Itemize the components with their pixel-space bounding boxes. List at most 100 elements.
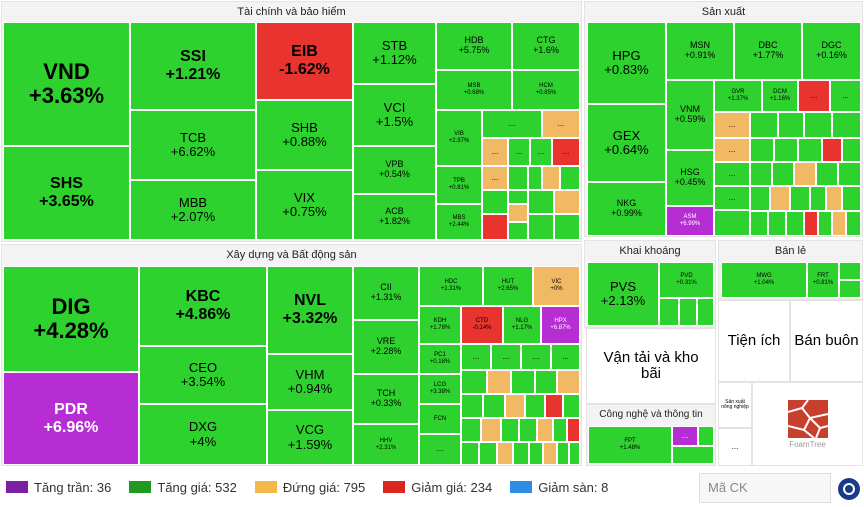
tile-small[interactable] [786,211,804,236]
tile-small[interactable] [750,186,770,211]
search-icon[interactable] [838,478,860,500]
tile-small[interactable] [483,394,505,418]
tile-more[interactable]: ... [482,166,508,190]
tile-vpb[interactable]: VPB +0.54% [353,146,436,194]
tile-small[interactable] [804,112,832,138]
tile-mwg[interactable]: MWG +1.04% [721,262,807,298]
tile-small[interactable] [529,442,543,465]
tile-small[interactable] [839,262,861,280]
tile-hcm[interactable]: HCM +0.85% [512,70,580,110]
tile-ctd[interactable]: CTD -0.14% [461,306,503,344]
stock-code-input[interactable]: Mã CK [699,473,831,503]
tile-pc1[interactable]: PC1 +0.18% [419,344,461,374]
tile-lcg[interactable]: LCG +3.38% [419,374,461,404]
tile-small[interactable] [508,222,528,240]
tile-small[interactable] [714,210,750,236]
tile-small[interactable] [542,166,560,190]
tile-hhv[interactable]: HHV +2.31% [353,424,419,465]
sector-transport[interactable]: Vận tải và kho bãi [586,328,716,404]
tile-more[interactable]: ... [508,138,530,166]
tile-small[interactable] [508,190,528,204]
tile-pvs[interactable]: PVS +2.13% [587,262,659,326]
tile-tpb[interactable]: TPB +0.81% [436,166,482,204]
tile-dig[interactable]: DIG +4.28% [3,266,139,372]
tile-small[interactable] [563,394,580,418]
tile-small[interactable] [557,442,569,465]
tile-hdc[interactable]: HDC +1.31% [419,266,483,306]
tile-small[interactable] [487,370,511,394]
tile-small[interactable] [798,138,822,162]
tile-fcn[interactable]: FCN [419,404,461,434]
tile-more[interactable]: ... [552,138,580,166]
tile-vib[interactable]: VIB +2.97% [436,110,482,166]
tile-more[interactable]: ... [672,426,698,446]
tile-small[interactable] [838,162,861,186]
tile-small[interactable] [778,112,804,138]
tile-small[interactable] [535,370,557,394]
tile-gvr[interactable]: GVR +1.37% [714,80,762,112]
tile-small[interactable] [679,298,697,326]
tile-small[interactable] [505,394,525,418]
tile-agriculture[interactable]: Sản xuất nông nghiệp [718,382,752,428]
tile-small[interactable] [822,138,842,162]
tile-more[interactable]: ... [714,112,750,138]
tile-small[interactable] [569,442,580,465]
tile-small[interactable] [697,298,714,326]
tile-vcg[interactable]: VCG +1.59% [267,410,353,465]
tile-more[interactable]: ... [530,138,552,166]
tile-more[interactable]: ... [419,434,461,465]
tile-vre[interactable]: VRE +2.28% [353,320,419,374]
tile-small[interactable] [482,190,508,214]
tile-kdh[interactable]: KDH +1.78% [419,306,461,344]
tile-more[interactable]: ... [491,344,521,370]
tile-msn[interactable]: MSN +0.91% [666,22,734,80]
tile-shb[interactable]: SHB +0.88% [256,100,353,170]
tile-more[interactable]: ... [714,138,750,162]
tile-small[interactable] [560,166,580,190]
tile-small[interactable] [810,186,826,211]
tile-nlg[interactable]: NLG +1.17% [503,306,541,344]
tile-hdb[interactable]: HDB +5.75% [436,22,512,70]
tile-more[interactable]: ... [714,186,750,210]
tile-small[interactable] [816,162,838,186]
tile-small[interactable] [804,211,818,236]
tile-shs[interactable]: SHS +3.65% [3,146,130,240]
tile-small[interactable] [774,138,798,162]
tile-gex[interactable]: GEX +0.64% [587,104,666,182]
tile-vnd[interactable]: VND +3.63% [3,22,130,146]
tile-small[interactable] [557,370,580,394]
tile-vix[interactable]: VIX +0.75% [256,170,353,240]
tile-dcm[interactable]: DCM +1.16% [762,80,798,112]
tile-hpx[interactable]: HPX +6.87% [541,306,580,344]
tile-small[interactable] [826,186,842,211]
tile-fpt[interactable]: FPT +1.48% [588,426,672,464]
tile-vnm[interactable]: VNM +0.59% [666,80,714,150]
tile-small[interactable] [497,442,513,465]
tile-small[interactable] [839,280,861,298]
tile-small[interactable] [842,186,861,211]
sector-wholesale[interactable]: Bán buôn [790,300,863,382]
tile-small[interactable] [537,418,553,442]
tile-pvd[interactable]: PVD +0.31% [659,262,714,298]
tile-small[interactable] [528,190,554,214]
tile-small[interactable] [528,166,542,190]
tile-small[interactable] [818,211,832,236]
tile-small[interactable] [528,214,554,240]
tile-more[interactable]: ... [718,428,752,466]
tile-nvl[interactable]: NVL +3.32% [267,266,353,354]
tile-more[interactable]: ... [461,344,491,370]
tile-small[interactable] [479,442,497,465]
tile-small[interactable] [511,370,535,394]
tile-asm[interactable]: ASM +6.99% [666,206,714,236]
tile-cii[interactable]: CII +1.31% [353,266,419,320]
tile-hut[interactable]: HUT +2.65% [483,266,533,306]
tile-vhm[interactable]: VHM +0.94% [267,354,353,410]
tile-small[interactable] [554,190,580,214]
tile-small[interactable] [567,418,580,442]
tile-mbb[interactable]: MBB +2.07% [130,180,256,240]
tile-acb[interactable]: ACB +1.82% [353,194,436,240]
tile-small[interactable] [772,162,794,186]
tile-small[interactable] [553,418,567,442]
tile-small[interactable] [501,418,519,442]
tile-vci[interactable]: VCI +1.5% [353,84,436,146]
